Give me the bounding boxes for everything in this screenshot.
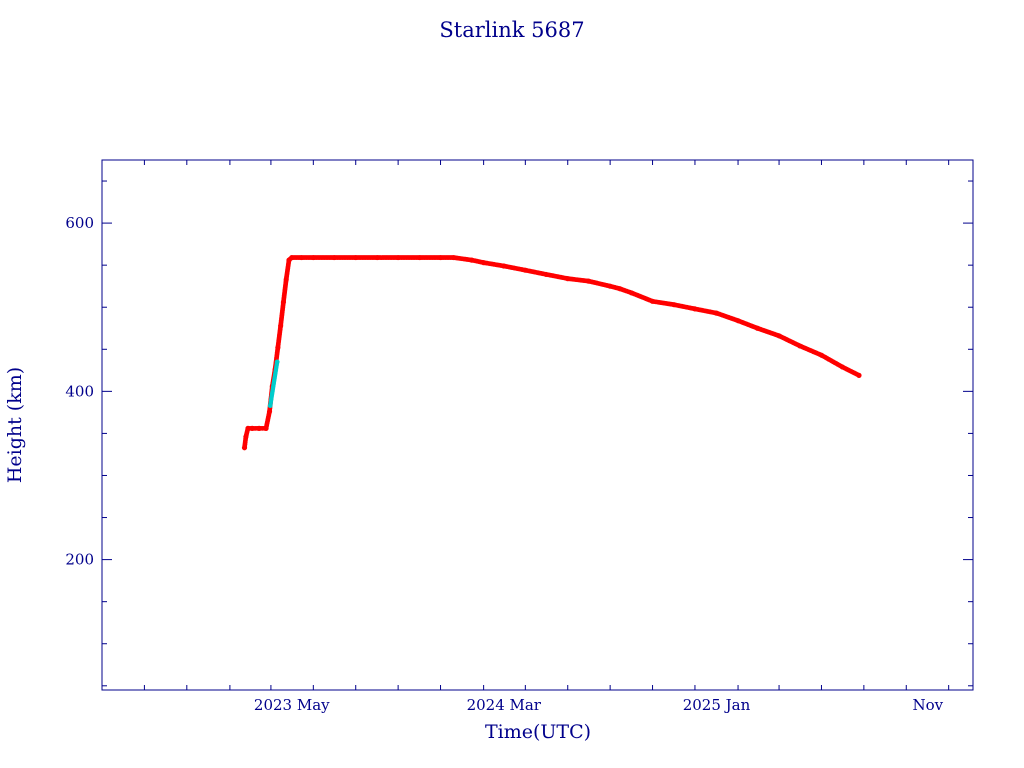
y-tick-label: 600 (65, 214, 94, 232)
y-tick-label: 200 (65, 551, 94, 569)
series-0 (241, 254, 862, 451)
x-tick-label: 2023 May (254, 696, 330, 714)
tick-labels: 200 400 600 2023 May 2024 Mar 2025 Jan Nov (65, 214, 943, 714)
data-points (241, 254, 862, 451)
x-tick-label: 2024 Mar (467, 696, 542, 714)
x-tick-label: 2025 Jan (683, 696, 751, 714)
data-point (274, 359, 280, 365)
axis-ticks (102, 160, 973, 690)
data-point (856, 372, 862, 378)
y-axis-label: Height (km) (4, 367, 26, 483)
plot-frame (101, 159, 974, 691)
x-axis-label: Time(UTC) (485, 721, 591, 743)
series-1 (267, 359, 280, 409)
chart-title: Starlink 5687 (439, 18, 584, 42)
x-tick-label: Nov (912, 696, 943, 714)
y-tick-label: 400 (65, 382, 94, 400)
